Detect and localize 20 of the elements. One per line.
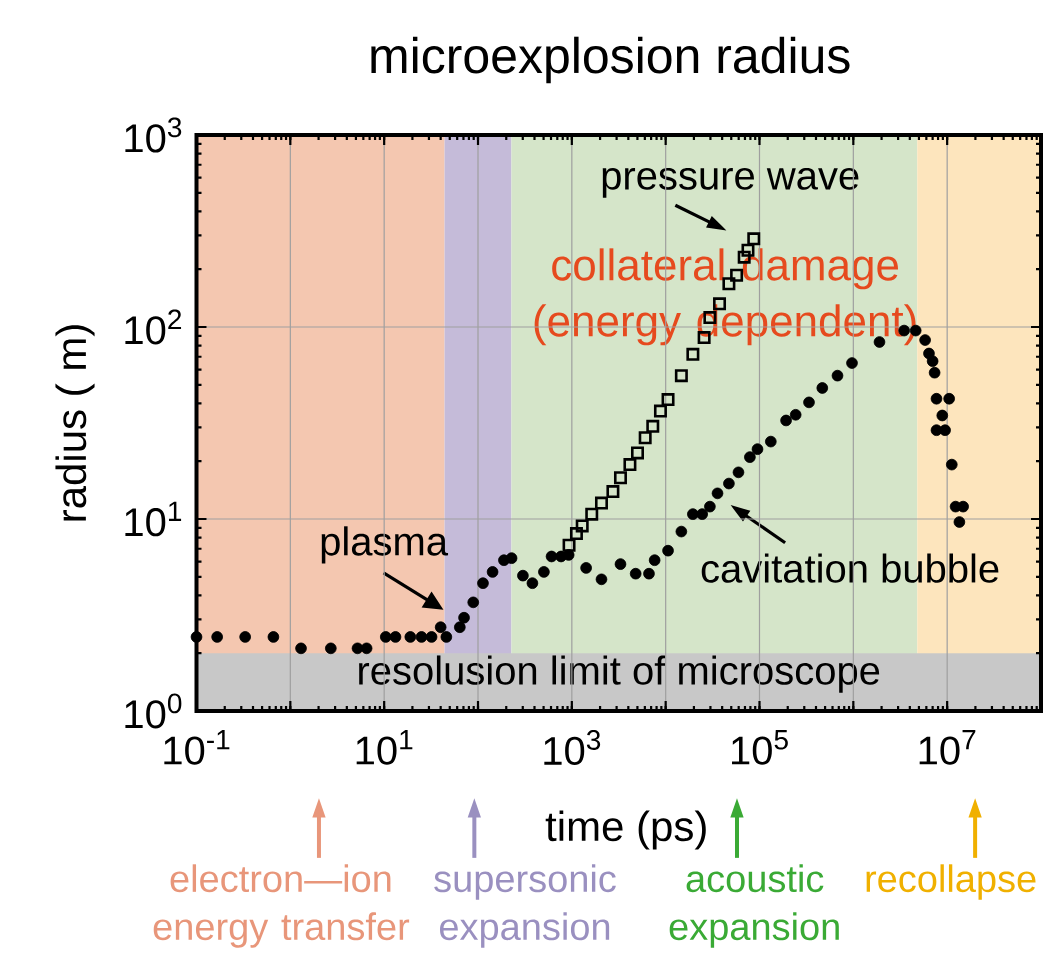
annotation: plasma xyxy=(321,526,449,564)
y-tick-label: 10$^{2}$ xyxy=(125,309,182,345)
y-tick-label: 10$^{3}$ xyxy=(125,117,182,153)
y-tick-label: 10$^{1}$ xyxy=(125,501,182,537)
x-tick-label: 10$^{7}$ xyxy=(919,730,976,765)
annotation: cavitation bubble xyxy=(701,553,999,583)
y-axis-title: radius ( m) xyxy=(55,325,95,521)
x-axis-title: time (ps) xyxy=(545,810,706,850)
y-tick-label: 10$^{0}$ xyxy=(125,693,182,729)
text: recollapse xyxy=(866,864,1036,900)
x-tick-label: 10$^{1}$ xyxy=(356,730,413,765)
x-tick-label: 10$^{-1}$ xyxy=(164,730,230,765)
text: supersonic expansion xyxy=(434,864,616,948)
x-tick-label: 10$^{3}$ xyxy=(544,730,601,766)
text: acoustic expansion xyxy=(669,864,839,948)
x-tick-label: 10$^{5}$ xyxy=(732,730,788,765)
annotation: pressure wave xyxy=(602,167,859,198)
band-label: resolusion limit of microscope xyxy=(359,655,880,693)
text: electron—ion energy transfer xyxy=(153,864,410,948)
chart-title: microexplosion radius xyxy=(371,36,850,84)
